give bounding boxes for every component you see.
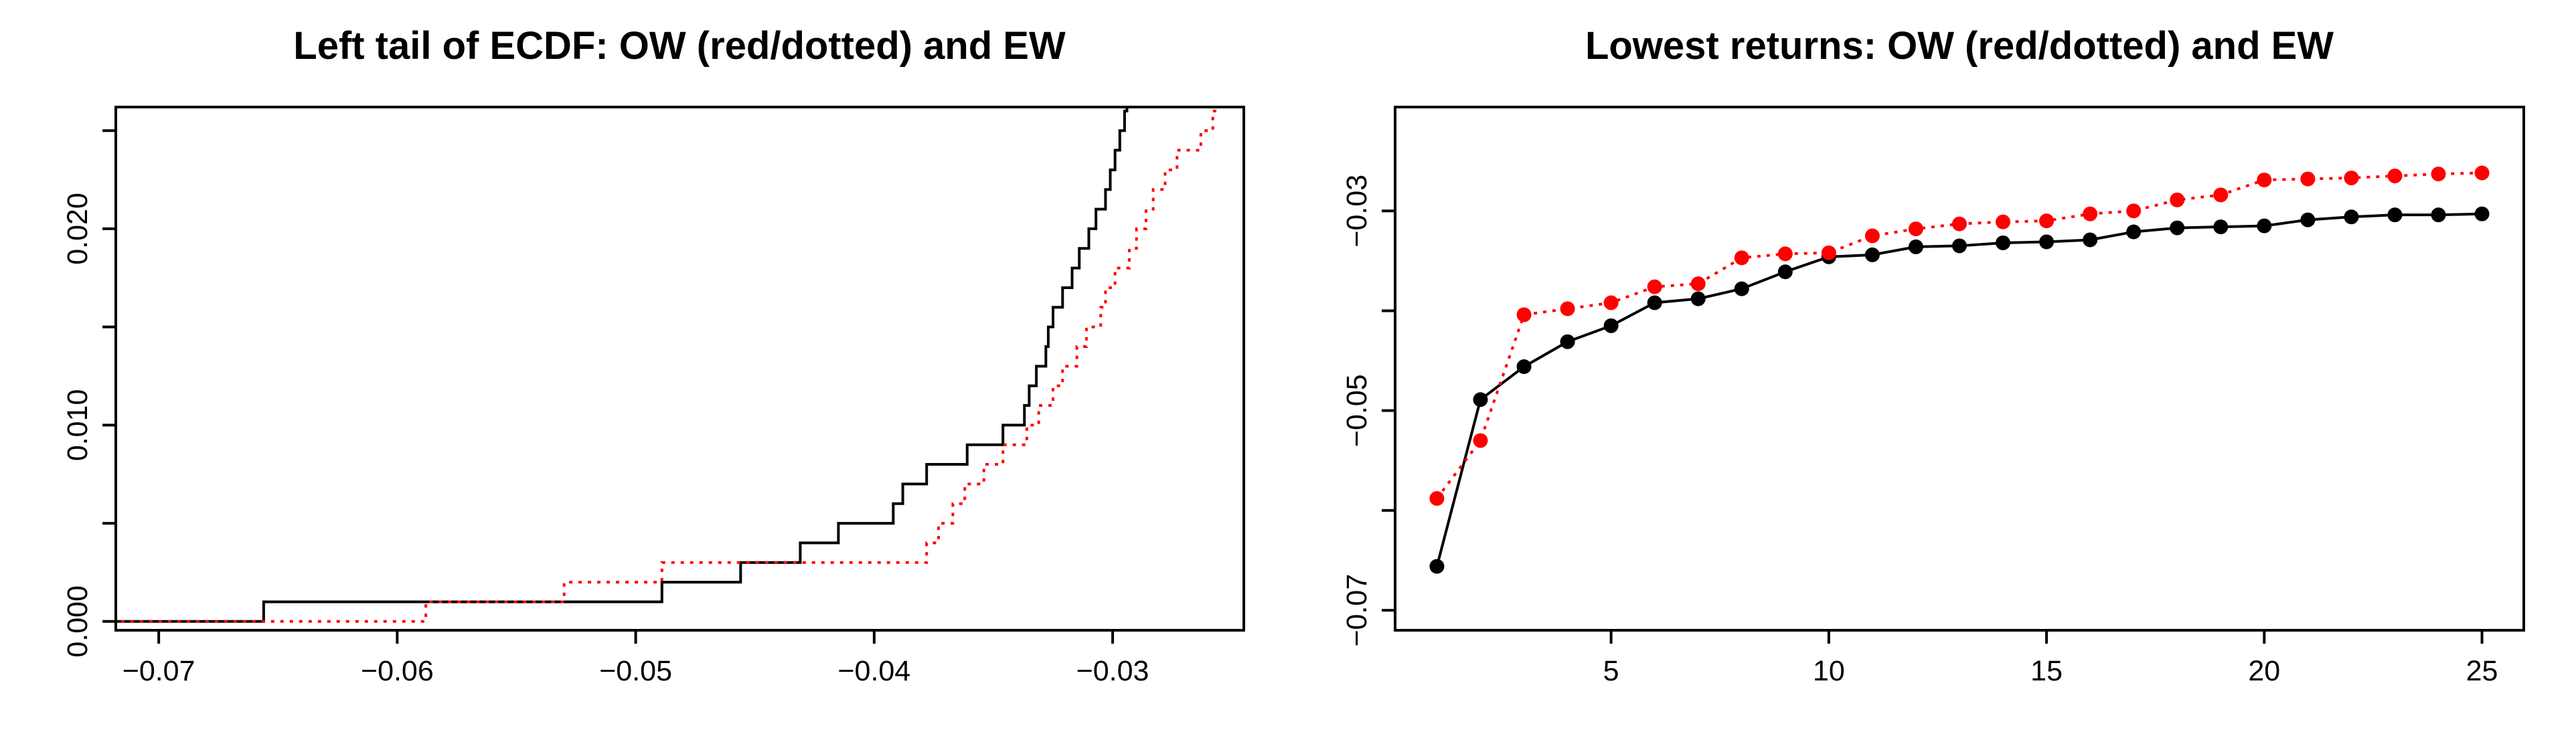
series-ow-point — [2126, 203, 2142, 219]
y-tick-label: 0.000 — [62, 585, 94, 658]
series-ew-point — [2170, 220, 2185, 236]
series-ow-point — [1952, 216, 1967, 232]
x-tick-label: −0.04 — [837, 655, 910, 687]
series-ow-point — [2431, 166, 2446, 181]
series-ew-point — [1908, 239, 1923, 254]
chart-title: Lowest returns: OW (red/dotted) and EW — [1585, 24, 2334, 68]
y-tick-label: 0.010 — [62, 389, 94, 462]
series-ew-point — [2039, 234, 2055, 250]
series-ow-point — [1996, 214, 2011, 229]
series-ew-point — [2257, 218, 2272, 234]
series-ew-point — [1473, 392, 1488, 407]
series-ow-point — [2170, 192, 2185, 207]
x-tick-label: −0.05 — [599, 655, 672, 687]
y-tick-label: −0.07 — [1341, 574, 1373, 647]
x-tick-label: 15 — [2030, 655, 2063, 687]
series-ow-point — [1690, 276, 1706, 292]
x-tick-label: 25 — [2466, 655, 2498, 687]
series-ow-point — [1734, 250, 1749, 266]
series-ow-point — [1647, 279, 1662, 294]
series-ow-point — [1473, 433, 1488, 448]
series-ow-point — [1603, 295, 1619, 310]
series-ew-point — [1777, 264, 1793, 280]
series-ow-point — [1516, 307, 1532, 322]
ecdf-left-tail-panel: Left tail of ECDF: OW (red/dotted) and E… — [62, 24, 1245, 687]
plot-frame — [114, 106, 1245, 632]
series-ew-point — [1952, 238, 1967, 254]
chart-title: Left tail of ECDF: OW (red/dotted) and E… — [293, 24, 1066, 68]
series-ow-point — [2474, 165, 2490, 181]
x-tick-label: −0.03 — [1076, 655, 1149, 687]
series-ow-point — [2344, 170, 2359, 185]
series-ow-point — [1560, 301, 1575, 316]
series-ow-point — [2257, 172, 2272, 187]
series-ew-point — [1647, 295, 1662, 310]
series-ow-point — [1429, 491, 1445, 506]
lowest-returns-panel: Lowest returns: OW (red/dotted) and EW 5 1… — [1341, 24, 2525, 687]
series-ew-point — [2387, 207, 2403, 223]
series-ew-point — [2474, 206, 2490, 221]
y-tick-label: −0.05 — [1341, 374, 1373, 447]
series-ew-point — [1996, 235, 2011, 250]
series-ew-point — [2344, 209, 2359, 225]
series-ow-point — [2300, 171, 2316, 187]
series-ew-point — [2300, 212, 2316, 227]
x-tick-label: 20 — [2248, 655, 2280, 687]
series-ew-step-line — [116, 107, 1129, 623]
plot-area — [116, 107, 1219, 623]
series-ow-point — [1821, 245, 1836, 260]
series-ow-point — [1908, 221, 1923, 237]
series-ew-point — [2083, 232, 2098, 248]
series-ow-point — [2039, 213, 2055, 229]
series-ow-point — [2083, 206, 2098, 221]
series-ew-point — [1560, 334, 1575, 349]
y-tick-label: 0.020 — [62, 193, 94, 265]
series-ew-point — [2431, 207, 2446, 223]
plot-area — [1429, 165, 2490, 574]
series-ew-point — [1603, 318, 1619, 333]
x-tick-label: −0.06 — [361, 655, 434, 687]
x-tick-label: 10 — [1813, 655, 1845, 687]
x-tick-label: 5 — [1603, 655, 1619, 687]
series-ew-point — [1429, 559, 1445, 574]
series-ow-step-line — [116, 107, 1219, 623]
plot-frame — [1394, 106, 2525, 632]
series-ow-point — [2213, 187, 2229, 203]
series-ew-point — [2126, 224, 2142, 240]
series-ew-point — [1864, 247, 1880, 262]
series-ew-point — [1690, 291, 1706, 306]
series-ew-point — [1516, 359, 1532, 375]
series-ew-line — [1435, 212, 2482, 567]
series-ow-point — [1777, 246, 1793, 262]
series-ew-point — [2213, 219, 2229, 235]
series-ew-point — [1734, 281, 1749, 296]
series-ow-point — [1864, 228, 1880, 244]
y-tick-label: −0.03 — [1341, 175, 1373, 248]
series-ow-point — [2387, 168, 2403, 183]
x-tick-label: −0.07 — [123, 655, 195, 687]
